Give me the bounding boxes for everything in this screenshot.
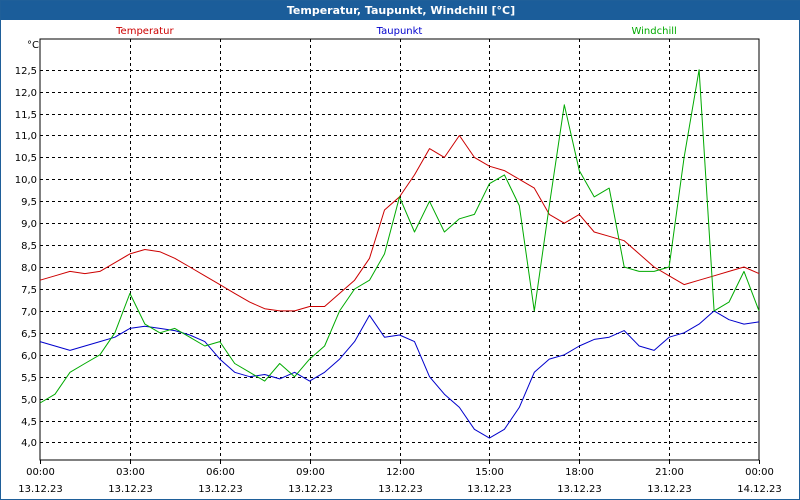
y-tick-label: 11,0 [15,131,37,142]
x-tick-date-label: 13.12.23 [198,484,243,495]
y-tick-label: 12,0 [15,88,37,99]
y-tick-label: 5,5 [21,373,37,384]
y-tick-label: 7,5 [21,285,37,296]
y-tick-label: 12,5 [15,66,37,77]
y-tick-label: 10,5 [15,153,37,164]
x-tick-time-label: 06:00 [206,467,235,478]
y-tick-label: 4,0 [21,438,37,449]
x-tick-time-label: 18:00 [565,467,594,478]
y-tick-label: 8,0 [21,263,37,274]
x-tick-date-label: 13.12.23 [467,484,512,495]
x-tick-date-label: 14.12.23 [737,484,782,495]
plot-area [39,38,760,461]
x-tick-date-label: 13.12.23 [108,484,153,495]
legend-label-windchill: Windchill [631,26,676,37]
y-tick-label: 8,5 [21,241,37,252]
y-tick-label: 7,0 [21,307,37,318]
series-line-windchill [39,69,760,404]
y-tick-label: 5,0 [21,395,37,406]
y-tick-label: 10,0 [15,175,37,186]
legend-label-taupunkt: Taupunkt [376,26,423,37]
x-tick-date-label: 13.12.23 [288,484,333,495]
x-tick-time-label: 00:00 [26,467,55,478]
x-tick-time-label: 12:00 [386,467,415,478]
x-tick-time-label: 03:00 [116,467,145,478]
legend-label-temperatur: Temperatur [115,26,174,37]
y-tick-label: 11,5 [15,110,37,121]
series-line-taupunkt [39,310,760,439]
x-tick-date-label: 13.12.23 [378,484,423,495]
y-tick-label: 4,5 [21,417,37,428]
x-tick-date-label: 13.12.23 [18,484,63,495]
x-tick-date-label: 13.12.23 [557,484,602,495]
y-tick-label: 9,5 [21,197,37,208]
y-tick-label: 9,0 [21,219,37,230]
x-tick-date-label: 13.12.23 [647,484,692,495]
y-tick-label: 6,0 [21,351,37,362]
y-axis-unit-label: °C [27,40,39,51]
y-tick-label: 6,5 [21,329,37,340]
x-tick-time-label: 15:00 [475,467,504,478]
chart-title: Temperatur, Taupunkt, Windchill [°C] [1,1,800,20]
x-tick-time-label: 21:00 [655,467,684,478]
x-tick-time-label: 00:00 [745,467,774,478]
x-tick-time-label: 09:00 [296,467,325,478]
